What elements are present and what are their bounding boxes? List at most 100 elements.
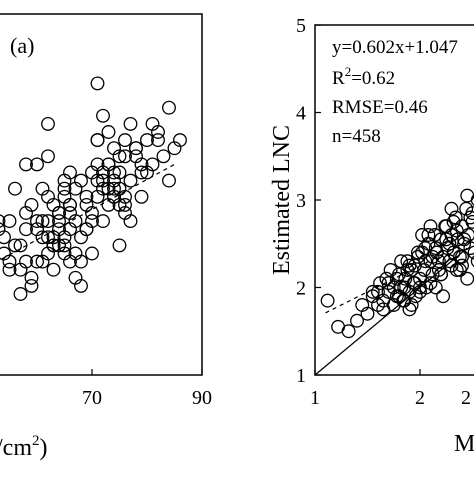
right-data-point	[404, 298, 419, 312]
left-data-point	[173, 133, 187, 148]
left-x-ticks: 70 90	[82, 369, 212, 409]
right-data-point	[455, 249, 469, 264]
left-data-point	[118, 149, 132, 164]
left-data-point	[140, 133, 154, 148]
right-n: n=458	[332, 126, 381, 147]
right-data-point	[413, 280, 427, 295]
right-data-point	[428, 280, 443, 295]
right-data-point	[423, 219, 438, 234]
left-data-point	[90, 133, 105, 148]
right-x-tick-label-extra: 2	[461, 387, 471, 409]
right-fit-line	[325, 238, 473, 314]
left-data-point	[24, 270, 39, 285]
right-data-point	[457, 232, 472, 247]
left-data-point	[96, 173, 110, 188]
left-x-axis-label-main: /cm	[0, 435, 32, 461]
left-data-point	[57, 181, 72, 196]
left-x-axis-label-close: )	[40, 435, 48, 461]
left-data-point	[118, 197, 132, 212]
left-data-point	[145, 116, 160, 131]
left-data-point	[2, 214, 17, 229]
left-data-point	[0, 222, 6, 236]
left-data-point	[90, 173, 105, 188]
left-data-point	[46, 238, 61, 253]
right-data-point	[320, 293, 335, 308]
left-data-point	[8, 238, 22, 253]
right-points	[320, 188, 474, 339]
right-data-point	[410, 245, 425, 260]
left-data-point	[13, 262, 28, 277]
right-data-point	[376, 302, 391, 317]
left-plot-frame	[0, 13, 203, 376]
left-data-point	[162, 173, 176, 188]
left-points	[0, 76, 187, 301]
left-data-point	[79, 222, 94, 237]
right-data-point	[418, 241, 433, 256]
left-data-point	[151, 133, 165, 148]
left-data-point	[96, 108, 110, 123]
right-data-point	[415, 228, 430, 242]
left-data-point	[162, 100, 176, 115]
left-data-point	[2, 262, 17, 277]
left-data-point	[41, 149, 55, 164]
right-data-point	[389, 271, 404, 286]
right-data-point	[446, 214, 461, 229]
left-data-point	[30, 157, 44, 172]
right-data-point	[341, 324, 356, 339]
left-data-point	[57, 238, 72, 253]
right-data-point	[460, 271, 474, 286]
right-y-tick-label: 1	[296, 365, 306, 387]
left-data-point	[68, 270, 83, 285]
left-data-point	[52, 206, 66, 220]
left-data-point	[107, 165, 121, 180]
left-x-tick-label: 90	[192, 387, 212, 409]
left-data-point	[19, 222, 33, 237]
left-data-point	[35, 254, 50, 269]
left-panel: (a) 70 90 /cm2)	[0, 13, 212, 461]
right-data-point	[470, 194, 474, 206]
right-data-point	[428, 241, 443, 256]
right-one-to-one-line	[314, 247, 468, 376]
right-y-tick-label: 4	[296, 103, 306, 125]
right-data-point	[444, 201, 459, 216]
left-x-tick-label: 70	[82, 387, 102, 409]
right-data-point	[350, 313, 364, 328]
right-data-point	[436, 289, 451, 304]
right-data-point	[360, 306, 375, 321]
left-data-point	[41, 214, 55, 229]
right-r-squared-value: =0.62	[351, 68, 395, 89]
right-x-axis-label: M	[454, 431, 474, 457]
right-r-squared: R2=0.62	[332, 64, 395, 89]
left-data-point	[13, 238, 28, 253]
left-data-point	[24, 278, 39, 293]
left-data-point	[134, 165, 149, 180]
left-data-point	[8, 181, 22, 196]
left-data-point	[46, 262, 61, 277]
left-data-point	[112, 165, 127, 180]
right-data-point	[465, 206, 474, 221]
right-data-point	[455, 258, 469, 273]
left-data-point	[57, 230, 72, 245]
left-data-point	[35, 230, 50, 245]
left-data-point	[145, 157, 160, 172]
right-data-point	[425, 249, 440, 264]
right-data-point	[467, 245, 474, 260]
right-r-squared-prefix: R	[332, 68, 345, 89]
left-data-point	[156, 149, 171, 164]
left-data-point	[13, 287, 28, 301]
right-data-point	[365, 284, 380, 299]
left-data-point	[101, 125, 116, 139]
left-data-point	[30, 254, 44, 269]
left-data-point	[63, 197, 77, 212]
right-y-tick-label: 5	[296, 15, 306, 37]
right-y-ticks: 1 2 3 4 5	[296, 15, 321, 387]
right-data-point	[410, 249, 425, 264]
left-data-point	[123, 173, 138, 188]
left-data-point	[96, 214, 110, 229]
left-data-point	[0, 230, 11, 245]
right-x-tick-label: 1	[310, 387, 320, 409]
